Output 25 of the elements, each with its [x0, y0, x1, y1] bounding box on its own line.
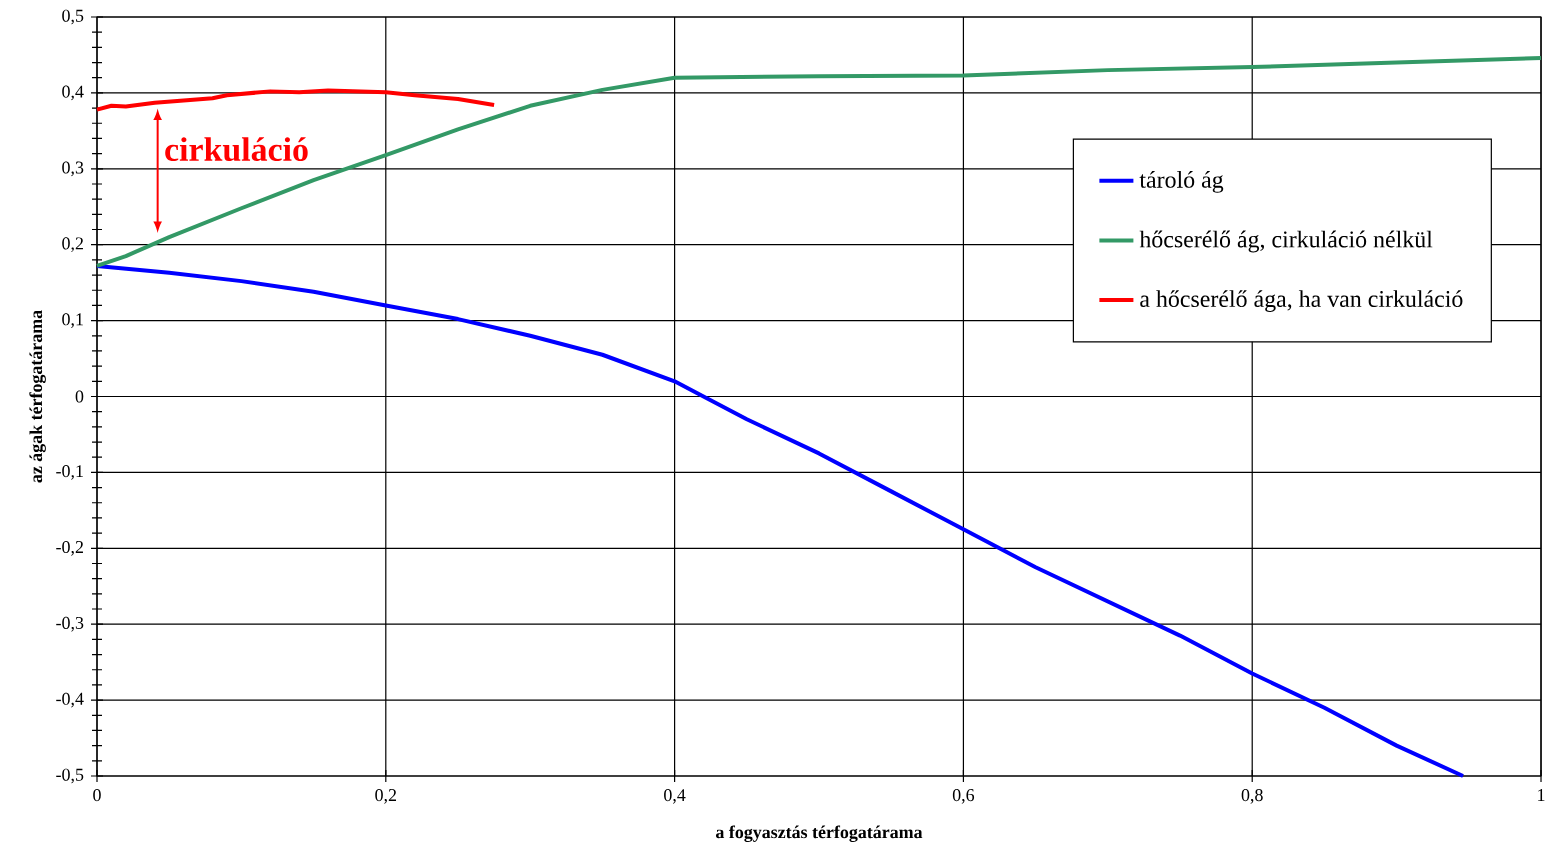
legend-label: tároló ág: [1139, 171, 1224, 193]
y-tick-label: -0,5: [56, 768, 84, 784]
y-tick-label: 0,3: [62, 161, 84, 177]
x-tick-label: 0,6: [952, 789, 975, 804]
annotation: cirkuláció: [165, 137, 308, 162]
y-tick-label: 0,4: [62, 85, 84, 101]
y-tick-label: 0: [75, 390, 84, 403]
x-tick-label: 0,4: [664, 789, 686, 804]
y-tick-label: -0,2: [56, 540, 83, 556]
y-tick-label: -0,1: [56, 465, 83, 480]
x-tick-label: 1: [1538, 789, 1545, 801]
x-tick-label: 0: [93, 789, 101, 802]
y-tick-label: 0,2: [62, 237, 83, 253]
x-tick-label: 0,2: [375, 789, 397, 804]
line-series: [95, 88, 497, 112]
y-tick-label: -0,3: [56, 616, 84, 632]
x-tick-label: 0,8: [1241, 789, 1263, 804]
y-tick-label: 0,1: [62, 313, 83, 328]
legend-label: a hőcserélő ága, ha van cirkuláció: [1140, 290, 1463, 312]
y-tick-label: 0,5: [62, 9, 84, 25]
y-axis-title: az ágak térfogatárama: [29, 310, 46, 483]
y-tick-label: -0,4: [56, 692, 84, 708]
line-series: [95, 55, 1544, 268]
legend-label: hőcserélő ág, cirkuláció nélkül: [1139, 230, 1433, 253]
x-axis-title: a fogyasztás térfogatárama: [715, 825, 923, 842]
